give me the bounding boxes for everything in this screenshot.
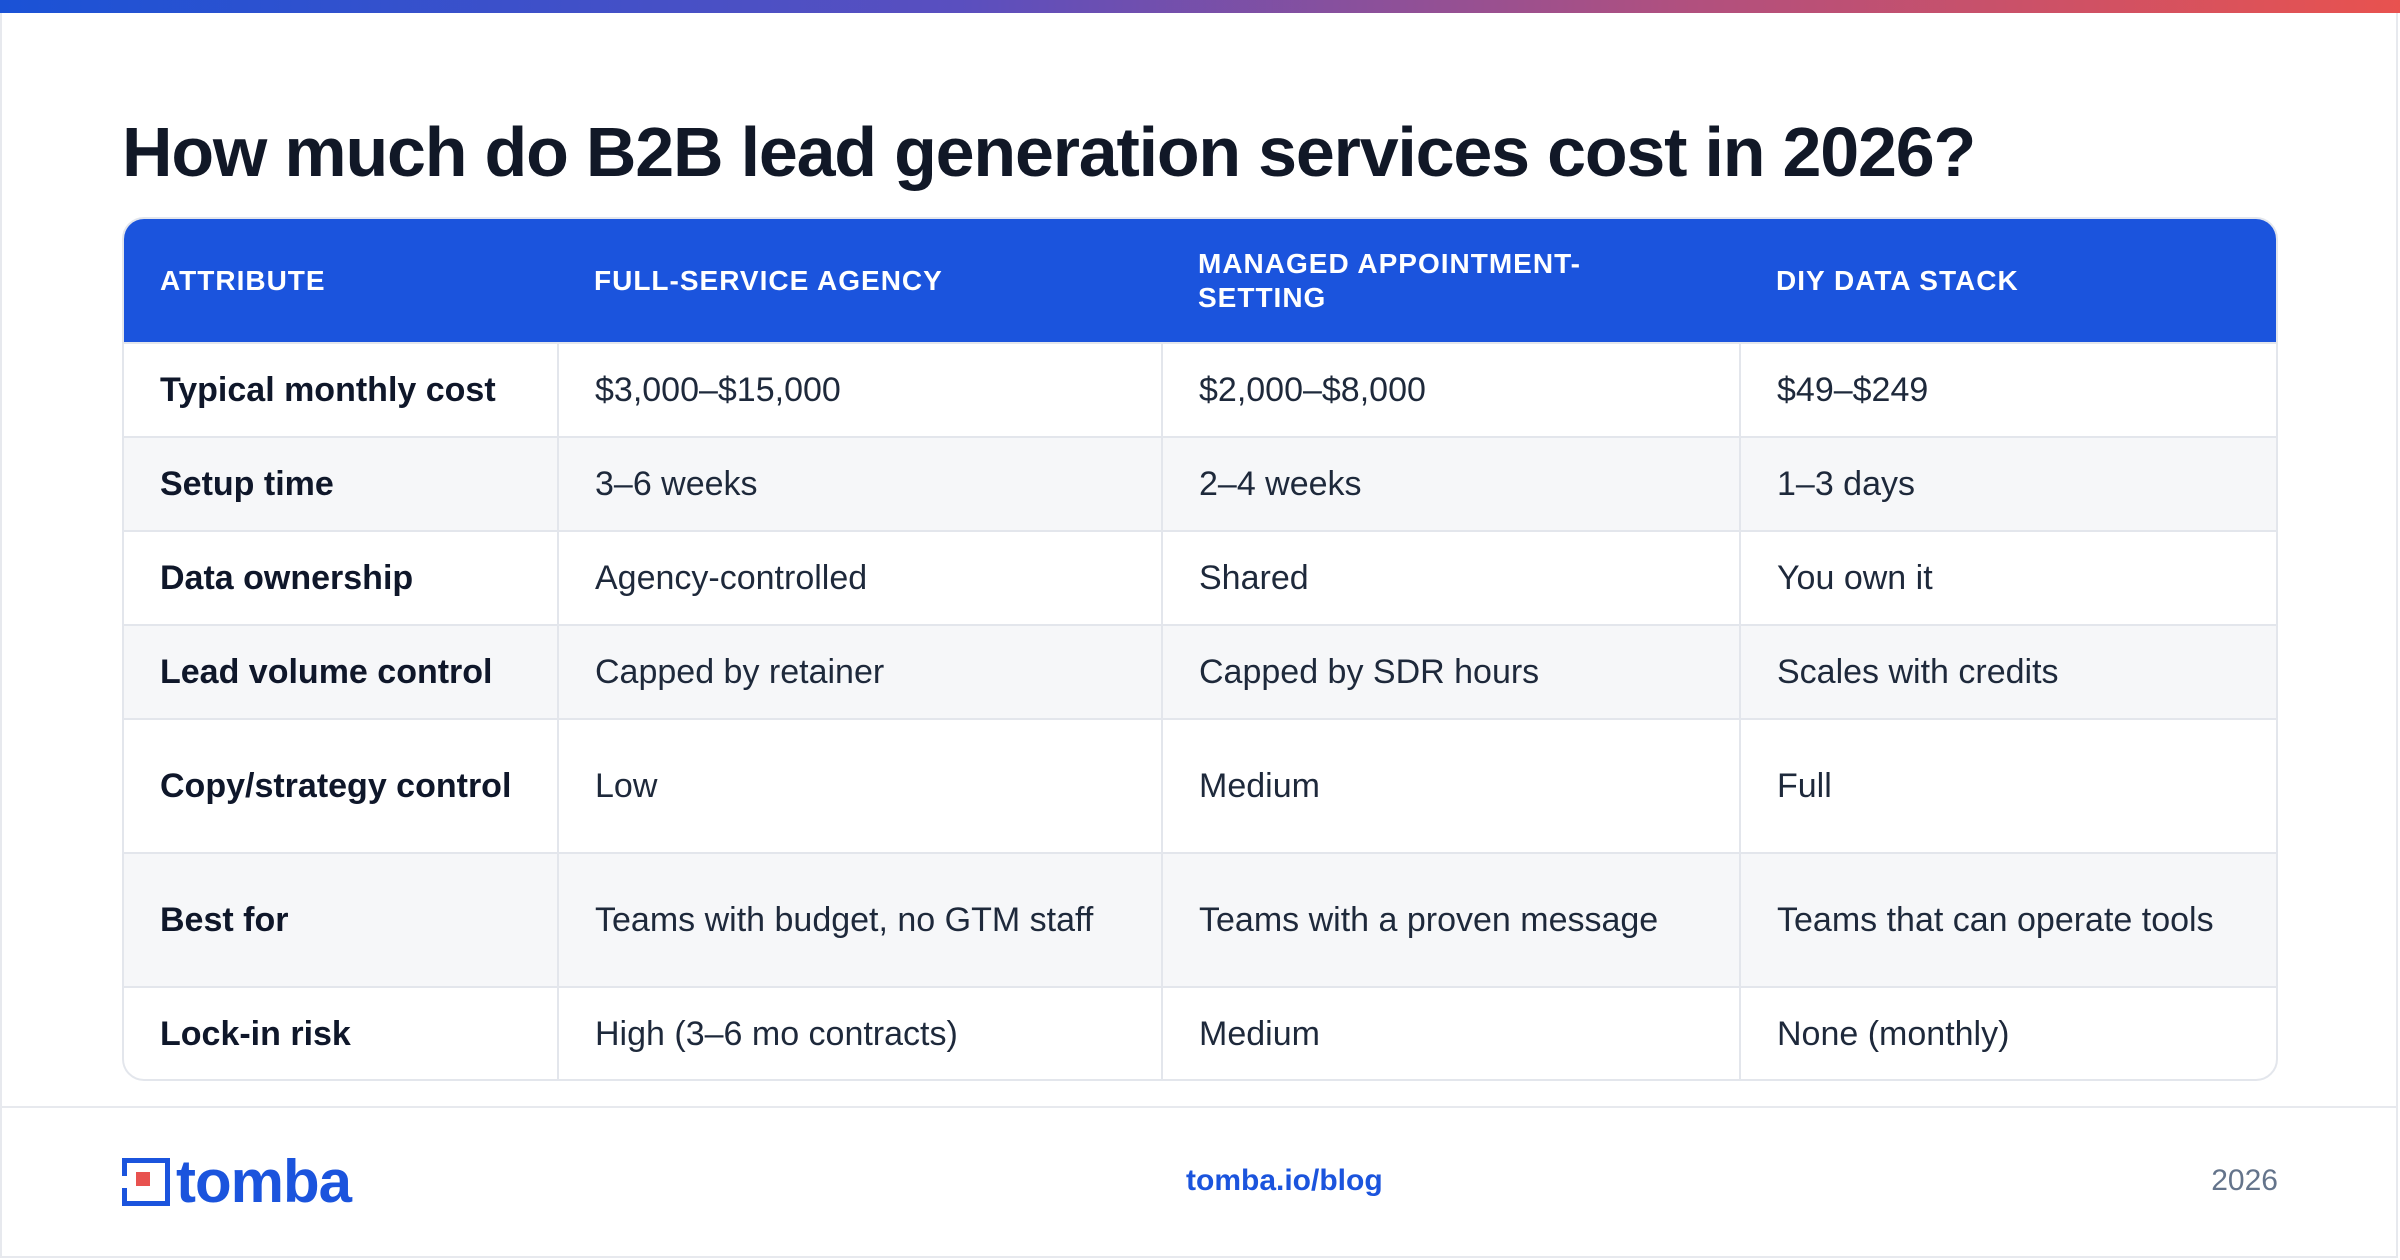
table-cell: 3–6 weeks — [557, 436, 1162, 531]
table-cell: Teams that can operate tools — [1739, 852, 2276, 987]
table-row: Typical monthly cost $3,000–$15,000 $2,0… — [124, 342, 2276, 437]
header-managed-appointment-setting: MANAGED APPOINTMENT-SETTING — [1198, 247, 1581, 313]
header-full-service-agency: FULL-SERVICE AGENCY — [594, 264, 943, 296]
page-title: How much do B2B lead generation services… — [122, 113, 1976, 191]
table-cell: Medium — [1161, 718, 1740, 853]
logo-wordmark: tomba — [176, 1148, 352, 1215]
table-row: Lock-in risk High (3–6 mo contracts) Med… — [124, 986, 2276, 1079]
table-cell: 1–3 days — [1739, 436, 2276, 531]
row-label: Lock-in risk — [124, 986, 558, 1079]
table-row: Setup time 3–6 weeks 2–4 weeks 1–3 days — [124, 436, 2276, 531]
row-label: Lead volume control — [124, 624, 558, 719]
table-cell: $2,000–$8,000 — [1161, 342, 1740, 437]
header-diy-data-stack: DIY DATA STACK — [1776, 264, 2019, 296]
table-cell: Full — [1739, 718, 2276, 853]
row-label: Best for — [124, 852, 558, 987]
table-cell: Teams with a proven message — [1161, 852, 1740, 987]
table-cell: Capped by SDR hours — [1161, 624, 1740, 719]
table-cell: Low — [557, 718, 1162, 853]
table-header-row: ATTRIBUTE FULL-SERVICE AGENCY MANAGED AP… — [124, 219, 2276, 343]
row-label: Copy/strategy control — [124, 718, 558, 853]
comparison-table: ATTRIBUTE FULL-SERVICE AGENCY MANAGED AP… — [122, 217, 2278, 1081]
footer-divider — [2, 1106, 2396, 1108]
table-cell: You own it — [1739, 530, 2276, 625]
table-row: Lead volume control Capped by retainer C… — [124, 624, 2276, 719]
table-cell: Capped by retainer — [557, 624, 1162, 719]
table-cell: Shared — [1161, 530, 1740, 625]
top-gradient-bar — [0, 0, 2400, 13]
table-cell: Teams with budget, no GTM staff — [557, 852, 1162, 987]
tomba-logo-icon — [120, 1157, 171, 1207]
table-cell: $49–$249 — [1739, 342, 2276, 437]
table-row: Best for Teams with budget, no GTM staff… — [124, 852, 2276, 987]
table-cell: 2–4 weeks — [1161, 436, 1740, 531]
footer-year: 2026 — [2211, 1164, 2278, 1197]
header-attribute: ATTRIBUTE — [160, 264, 326, 296]
table-cell: High (3–6 mo contracts) — [557, 986, 1162, 1079]
row-label: Setup time — [124, 436, 558, 531]
table-cell: None (monthly) — [1739, 986, 2276, 1079]
table-cell: Agency-controlled — [557, 530, 1162, 625]
row-label: Typical monthly cost — [124, 342, 558, 437]
table-row: Copy/strategy control Low Medium Full — [124, 718, 2276, 853]
table-cell: Scales with credits — [1739, 624, 2276, 719]
card-frame — [0, 13, 2398, 1258]
table-cell: $3,000–$15,000 — [557, 342, 1162, 437]
table-cell: Medium — [1161, 986, 1740, 1079]
table-row: Data ownership Agency-controlled Shared … — [124, 530, 2276, 625]
footer-blog-link[interactable]: tomba.io/blog — [1186, 1164, 1383, 1197]
tomba-logo[interactable]: tomba — [120, 1148, 352, 1215]
row-label: Data ownership — [124, 530, 558, 625]
